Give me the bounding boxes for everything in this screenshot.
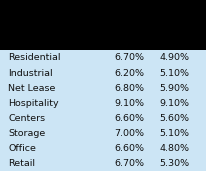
Text: 9.10%: 9.10% — [114, 99, 144, 108]
Text: 4.80%: 4.80% — [160, 144, 190, 153]
Text: 6.70%: 6.70% — [114, 159, 144, 168]
Text: 9.10%: 9.10% — [160, 99, 190, 108]
Text: 5.10%: 5.10% — [160, 69, 190, 78]
Text: 6.60%: 6.60% — [114, 144, 144, 153]
Text: Retail: Retail — [8, 159, 35, 168]
Text: 6.70%: 6.70% — [114, 54, 144, 62]
Text: Centers: Centers — [8, 114, 45, 123]
Text: Residential: Residential — [8, 54, 61, 62]
Text: 6.80%: 6.80% — [114, 84, 144, 93]
Text: 5.10%: 5.10% — [160, 129, 190, 138]
Text: 6.20%: 6.20% — [114, 69, 144, 78]
Text: Office: Office — [8, 144, 36, 153]
Text: 5.90%: 5.90% — [160, 84, 190, 93]
Text: Net Lease: Net Lease — [8, 84, 56, 93]
Text: Industrial: Industrial — [8, 69, 53, 78]
Text: 6.60%: 6.60% — [114, 114, 144, 123]
Text: Hospitality: Hospitality — [8, 99, 59, 108]
Text: 7.00%: 7.00% — [114, 129, 144, 138]
Text: Storage: Storage — [8, 129, 46, 138]
Bar — [0, 50, 206, 171]
Text: 5.60%: 5.60% — [160, 114, 190, 123]
Text: 5.30%: 5.30% — [160, 159, 190, 168]
Text: 4.90%: 4.90% — [160, 54, 190, 62]
